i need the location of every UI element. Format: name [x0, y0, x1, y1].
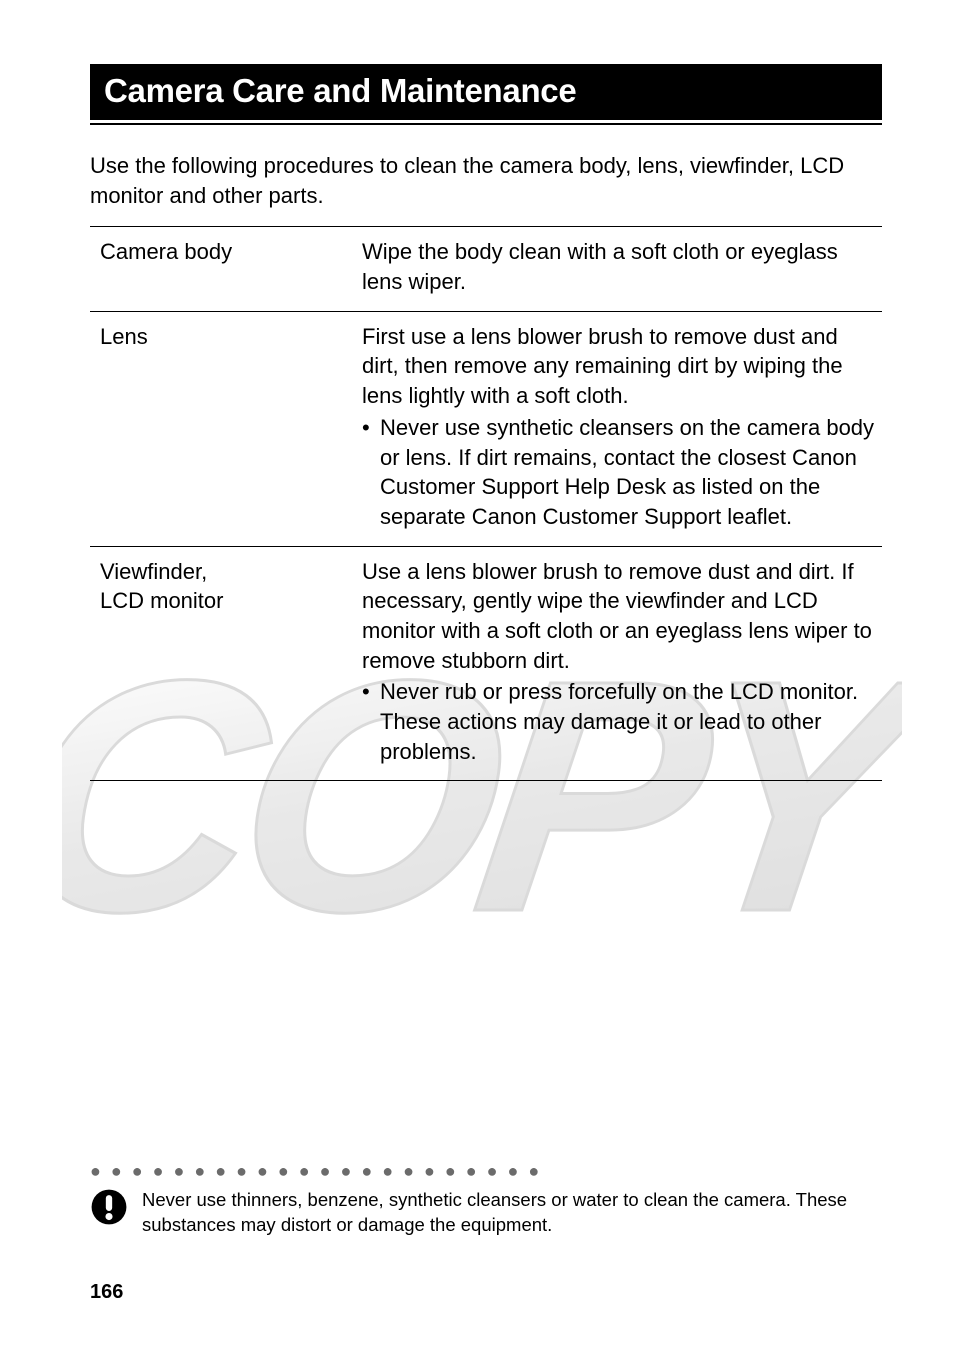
row-body-text: Wipe the body clean with a soft cloth or…: [362, 239, 838, 294]
row-body-text: Use a lens blower brush to remove dust a…: [362, 559, 872, 673]
care-table: Camera body Wipe the body clean with a s…: [90, 226, 882, 781]
row-bullets: Never use synthetic cleansers on the cam…: [362, 413, 876, 532]
caution-note: Never use thinners, benzene, synthetic c…: [90, 1188, 882, 1238]
intro-paragraph: Use the following procedures to clean th…: [90, 151, 882, 210]
row-label: Lens: [90, 311, 352, 546]
row-bullets: Never rub or press forcefully on the LCD…: [362, 677, 876, 766]
page-title: Camera Care and Maintenance: [90, 64, 882, 120]
table-row: Lens First use a lens blower brush to re…: [90, 311, 882, 546]
bullet-item: Never use synthetic cleansers on the cam…: [362, 413, 876, 532]
table-row: Viewfinder, LCD monitor Use a lens blowe…: [90, 546, 882, 781]
row-body: Use a lens blower brush to remove dust a…: [352, 546, 882, 781]
row-body: First use a lens blower brush to remove …: [352, 311, 882, 546]
caution-text: Never use thinners, benzene, synthetic c…: [142, 1188, 882, 1238]
title-underline: [90, 123, 882, 125]
table-row: Camera body Wipe the body clean with a s…: [90, 227, 882, 311]
exclamation-icon: [90, 1188, 128, 1226]
row-label: Camera body: [90, 227, 352, 311]
row-label: Viewfinder, LCD monitor: [90, 546, 352, 781]
divider-dots: ●●●●●●●●●●●●●●●●●●●●●●: [90, 1161, 882, 1182]
row-body: Wipe the body clean with a soft cloth or…: [352, 227, 882, 311]
row-body-text: First use a lens blower brush to remove …: [362, 324, 843, 408]
page-number: 166: [90, 1281, 123, 1304]
bullet-item: Never rub or press forcefully on the LCD…: [362, 677, 876, 766]
